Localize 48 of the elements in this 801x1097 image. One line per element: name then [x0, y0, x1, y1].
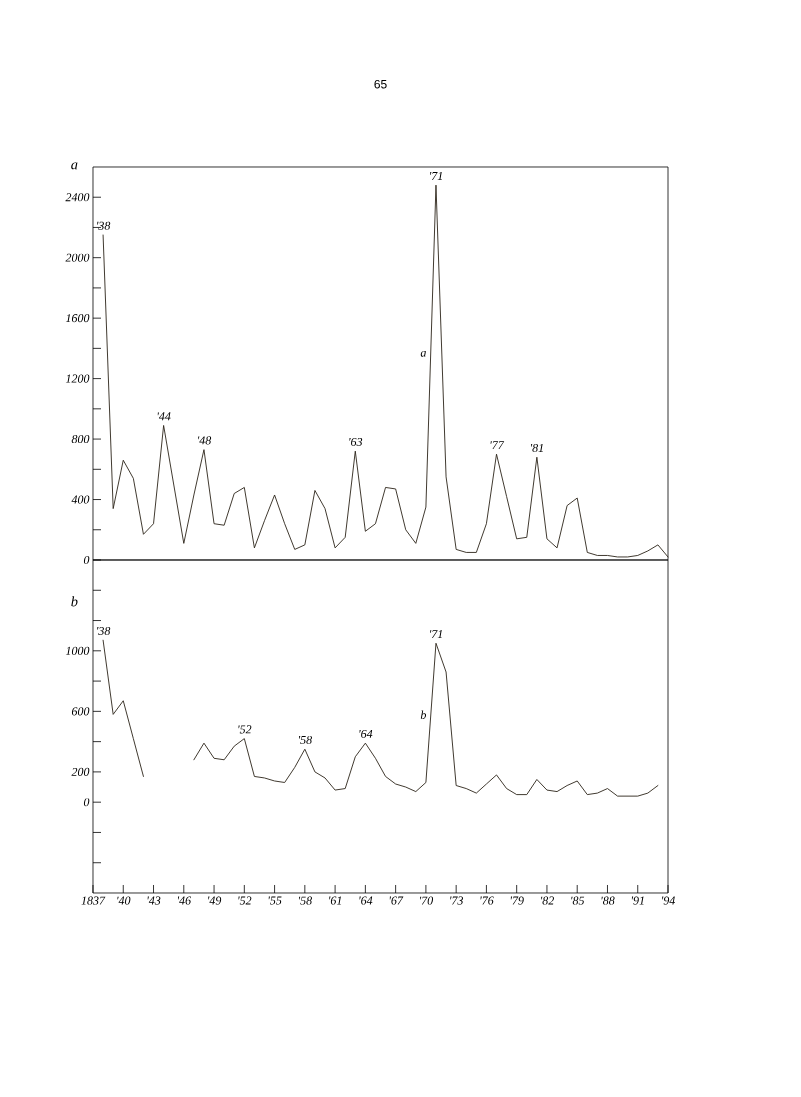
y-axis-title: a: [71, 162, 78, 170]
y-tick-label: 1600: [65, 314, 90, 323]
x-tick-label: '94: [662, 896, 676, 905]
y-tick-label: 1000: [65, 646, 90, 655]
x-tick-label: '76: [480, 896, 494, 905]
x-tick-label: '73: [450, 896, 464, 905]
x-tick-label: '61: [329, 896, 342, 905]
y-tick-label: 2400: [65, 193, 90, 202]
x-tick-label: '46: [177, 896, 192, 905]
x-tick-label: '58: [299, 896, 312, 905]
annotation: '38: [97, 626, 111, 636]
y-tick-label: 800: [71, 435, 90, 444]
annotation: '44: [157, 412, 171, 421]
y-tick-label: 1200: [65, 374, 90, 383]
y-tick-label: 600: [71, 707, 90, 716]
y-tick-label: 2000: [65, 253, 90, 262]
annotation: '58: [299, 735, 312, 744]
x-tick-label: '40: [117, 896, 131, 905]
x-tick-label: '85: [571, 896, 585, 905]
x-tick-label: '91: [631, 896, 644, 905]
x-tick-label: '82: [541, 896, 554, 905]
x-tick-label: '70: [420, 896, 434, 905]
x-tick-label: 1837: [81, 896, 106, 905]
y-tick-label: 200: [71, 767, 90, 776]
annotation: '52: [238, 725, 252, 734]
y-tick-label: 400: [71, 495, 90, 504]
annotation: '64: [359, 729, 373, 738]
x-tick-label: '64: [359, 896, 373, 905]
annotation: '38: [97, 221, 111, 230]
y-tick-label: 0: [83, 798, 90, 807]
annotation: '77: [490, 441, 505, 449]
annotation: '71: [430, 630, 442, 639]
annotation: '71: [430, 172, 442, 180]
annotation: '63: [349, 437, 363, 446]
y-tick-label: 0: [83, 555, 90, 565]
annotation: '81: [531, 443, 543, 452]
x-tick-label: '52: [238, 896, 252, 905]
series-label: a: [420, 350, 426, 357]
series-label: b: [420, 710, 427, 719]
text: 65: [374, 79, 387, 89]
x-tick-label: '49: [208, 896, 222, 905]
x-tick-label: '67: [389, 896, 404, 905]
annotation: '48: [198, 436, 212, 445]
y-axis-title: b: [71, 596, 78, 607]
x-tick-label: '79: [510, 896, 524, 905]
x-tick-label: '55: [268, 896, 282, 905]
x-tick-label: '43: [147, 896, 161, 905]
x-tick-label: '88: [601, 896, 615, 905]
